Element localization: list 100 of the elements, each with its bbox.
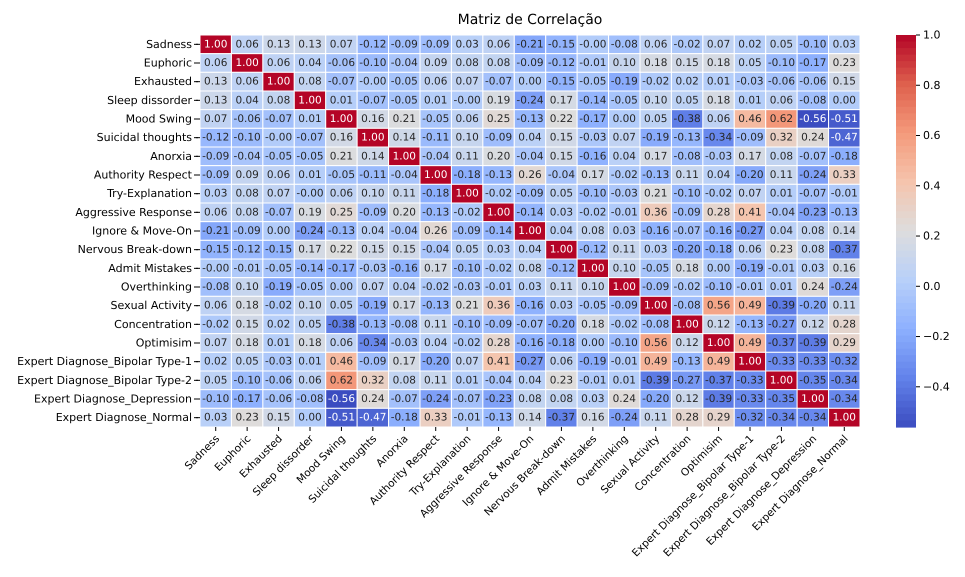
data-label: -0.06: [799, 76, 827, 88]
data-label: -0.27: [516, 356, 544, 368]
data-label: -0.19: [642, 132, 670, 144]
data-label: 1.00: [455, 188, 479, 200]
data-label: 0.20: [392, 206, 416, 218]
data-label: 0.49: [738, 300, 762, 312]
data-label: -0.27: [674, 374, 701, 386]
data-label: -0.17: [234, 393, 261, 405]
data-label: 0.05: [644, 113, 668, 125]
data-label: 0.03: [644, 244, 668, 256]
data-label: -0.02: [454, 206, 481, 218]
data-label: 0.06: [266, 169, 291, 181]
data-label: 0.00: [298, 412, 322, 424]
data-label: -0.15: [548, 76, 576, 88]
data-label: -0.21: [202, 225, 230, 237]
data-label: 0.02: [266, 318, 290, 330]
data-label: -0.01: [484, 281, 512, 293]
data-label: -0.08: [296, 393, 324, 405]
data-label: 0.03: [204, 188, 228, 200]
data-label: 0.02: [738, 38, 762, 50]
data-label: -0.16: [516, 337, 544, 349]
data-label: -0.35: [799, 374, 826, 386]
data-label: 0.05: [298, 318, 322, 330]
data-label: -0.20: [548, 318, 576, 330]
y-tick-label: Expert Diagnose_Depression: [34, 392, 192, 406]
data-label: -0.02: [674, 38, 701, 50]
data-label: -0.09: [516, 57, 544, 69]
data-label: -0.04: [390, 169, 418, 181]
data-label: 0.05: [330, 300, 354, 312]
data-label: 0.10: [361, 188, 385, 200]
y-tick-label: Expert Diagnose_Bipolar Type-1: [17, 355, 192, 368]
data-label: 0.18: [581, 318, 605, 330]
data-label: 0.18: [706, 94, 730, 106]
data-label: 0.03: [801, 262, 825, 274]
data-label: -0.19: [264, 281, 292, 293]
data-label: -0.04: [768, 206, 796, 218]
data-label: 0.06: [486, 38, 511, 50]
data-label: -0.10: [579, 188, 606, 200]
data-label: -0.03: [610, 188, 638, 200]
data-label: -0.17: [579, 113, 606, 125]
data-label: -0.00: [454, 94, 481, 106]
data-label: -0.00: [264, 132, 292, 144]
data-label: 0.06: [455, 113, 480, 125]
data-label: -0.10: [610, 337, 638, 349]
data-label: 0.13: [204, 76, 228, 88]
data-label: -0.04: [234, 150, 262, 162]
data-label: -0.08: [674, 150, 701, 162]
data-label: 1.00: [706, 337, 730, 349]
data-label: 0.56: [706, 300, 731, 312]
data-label: 0.01: [455, 374, 479, 386]
data-label: 0.28: [706, 206, 730, 218]
data-label: 0.07: [706, 38, 730, 50]
data-label: -0.09: [359, 356, 386, 368]
color-bar-label: 0.0: [923, 280, 940, 293]
data-label: -0.10: [234, 132, 261, 144]
data-label: -0.01: [610, 206, 638, 218]
data-label: 0.07: [455, 356, 479, 368]
data-label: -0.34: [359, 337, 387, 349]
y-tick-label: Optimisim: [136, 336, 192, 350]
data-label: 0.17: [738, 150, 762, 162]
data-label: -0.13: [830, 206, 858, 218]
data-label: 0.33: [424, 412, 448, 424]
data-label: -0.03: [579, 132, 606, 144]
data-label: -0.24: [422, 393, 450, 405]
data-label: -0.18: [454, 169, 481, 181]
data-label: -0.05: [579, 76, 606, 88]
data-label: 0.07: [204, 113, 228, 125]
color-bar-label: 0.2: [923, 230, 940, 243]
data-label: -0.04: [516, 150, 544, 162]
data-label: -0.20: [799, 300, 826, 312]
data-label: -0.14: [516, 206, 544, 218]
data-label: 0.04: [235, 94, 260, 106]
data-label: 0.03: [612, 225, 636, 237]
data-label: -0.05: [610, 94, 638, 106]
y-tick-label: Overthinking: [120, 280, 192, 294]
y-tick-label: Ignore & Move-On: [92, 224, 192, 238]
data-label: 1.00: [612, 281, 636, 293]
y-tick-label: Exhausted: [134, 75, 192, 88]
data-label: -0.13: [736, 318, 764, 330]
data-label: -0.09: [610, 300, 638, 312]
data-label: 0.05: [455, 244, 479, 256]
data-label: 0.11: [675, 169, 699, 181]
data-label: -0.37: [548, 412, 576, 424]
data-label: 0.15: [675, 57, 699, 69]
data-label: -0.08: [674, 300, 701, 312]
data-label: 1.00: [518, 225, 542, 237]
data-label: 0.28: [675, 412, 699, 424]
data-label: 0.15: [266, 412, 290, 424]
data-label: 0.03: [518, 281, 542, 293]
data-label: -0.03: [264, 356, 292, 368]
data-label: -0.19: [359, 300, 386, 312]
data-label: -0.16: [579, 150, 607, 162]
data-label: -0.14: [579, 94, 607, 106]
data-label: 0.06: [644, 38, 668, 50]
data-label: -0.33: [768, 356, 796, 368]
data-label: 0.01: [298, 113, 322, 125]
data-label: -0.13: [422, 206, 450, 218]
data-label: 1.00: [392, 150, 416, 162]
data-label: 0.17: [298, 244, 322, 256]
data-label: -0.10: [799, 38, 826, 50]
